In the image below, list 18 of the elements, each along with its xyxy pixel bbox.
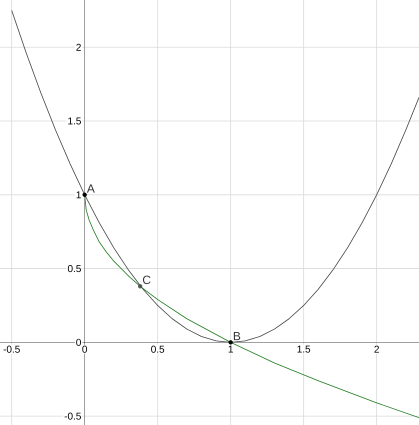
point	[228, 340, 233, 345]
x-tick-label: 1	[228, 346, 233, 353]
point	[82, 192, 87, 197]
y-tick-label: 2	[76, 44, 81, 51]
point	[138, 284, 142, 288]
x-tick-label: -0.5	[4, 346, 20, 353]
annotation: B	[234, 332, 240, 340]
annotation: A	[86, 184, 95, 193]
y-tick-label: 0.5	[68, 265, 81, 272]
y-tick-label: 1.5	[68, 118, 81, 124]
y-tick-label: 1	[76, 191, 81, 198]
y-tick-label: -0.5	[64, 412, 81, 420]
annotation: C	[142, 276, 151, 284]
x-tick-label: 0	[82, 346, 88, 353]
y-tick-label: 0	[76, 338, 81, 346]
x-tick-label: 1.5	[298, 346, 310, 353]
x-tick-label: 0.5	[151, 346, 164, 353]
x-tick-label: 2	[374, 346, 379, 353]
